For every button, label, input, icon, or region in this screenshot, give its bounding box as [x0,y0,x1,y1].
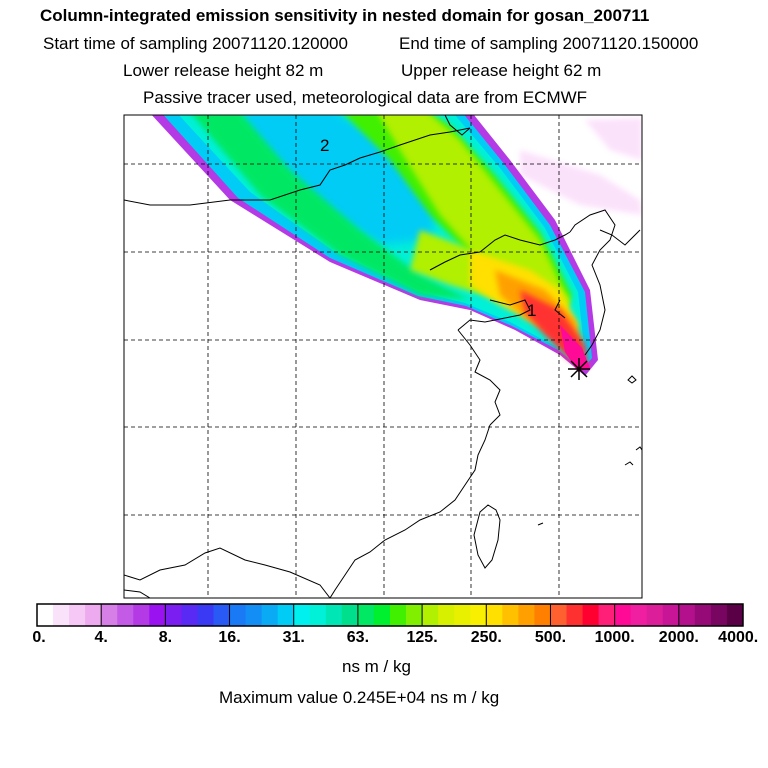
colorbar-tick-label: 2000. [658,629,699,646]
colorbar-unit-label: ns m / kg [342,657,411,676]
colorbar-swatch [614,604,632,626]
upper-release-height-label: Upper release height 62 m [401,61,602,80]
plume-max-core [560,325,590,372]
colorbar-swatch [406,604,423,626]
colorbar-tick-label: 4. [94,629,108,646]
colorbar-swatch [438,604,455,626]
colorbar-swatch [422,604,439,626]
colorbar-tick-label: 4000. [718,629,759,646]
colorbar-swatch [534,604,551,626]
colorbar-swatch [662,604,680,626]
coast-line [329,424,491,598]
colorbar-swatch [390,604,407,626]
colorbar-swatch [293,604,311,626]
colorbar [36,603,744,627]
colorbar-swatch [85,604,102,626]
colorbar-tick-label: 500. [534,629,567,646]
island [635,446,642,451]
korea-coast [569,209,616,356]
colorbar-swatch [678,604,696,626]
colorbar-tick-label: 0. [32,629,46,646]
coast-line [457,299,531,331]
map-label-1: 1 [527,301,536,320]
star-marker [568,358,590,380]
colorbar-swatch [486,604,503,626]
plume-faint-patch [520,150,642,215]
colorbar-tick-label: 125. [406,629,438,646]
colorbar-swatch [245,604,263,626]
plume-field [124,115,642,598]
coastlines [124,115,642,598]
maximum-value-label: Maximum value 0.245E+04 ns m / kg [219,688,500,707]
island [537,522,544,526]
border-line [124,589,151,598]
map-label-2: 2 [320,136,329,155]
colorbar-tick-label: 8. [158,629,173,646]
border-line [429,231,571,271]
figure-title: Column-integrated emission sensitivity i… [40,6,650,25]
colorbar-swatch [646,604,664,626]
colorbar-tick-label: 63. [346,629,370,646]
colorbar-swatch [470,604,487,626]
colorbar-swatch [213,604,230,626]
colorbar-swatch [598,604,616,626]
island [627,375,637,384]
start-time-label: Start time of sampling 20071120.120000 [43,34,348,53]
colorbar-swatch [518,604,535,626]
colorbar-swatch [165,604,182,626]
plume-green-edge [192,115,470,300]
colorbar-swatch [694,604,712,626]
grid [124,115,642,598]
coast-line [457,329,501,426]
lower-release-height-label: Lower release height 82 m [123,61,324,80]
plume-faint-patch [585,118,642,160]
colorbar-swatch [341,604,359,626]
colorbar-swatch [373,604,391,626]
colorbar-tick-label: 1000. [594,629,635,646]
border-line [124,127,471,206]
colorbar-tick-label: 250. [470,629,502,646]
colorbar-tick-label: 31. [282,629,305,646]
colorbar-swatch [454,604,471,626]
colorbar-swatch [181,604,198,626]
colorbar-swatch [566,604,583,626]
colorbar-swatch [133,604,150,626]
border-line [444,115,471,136]
colorbar-swatch [630,604,648,626]
colorbar-swatch [502,604,519,626]
colorbar-swatch [582,604,599,626]
colorbar-swatch [37,604,54,626]
taiwan-coast [473,504,501,569]
colorbar-swatch [550,604,567,626]
colorbar-swatch [197,604,214,626]
border-line [554,299,566,319]
colorbar-tick-label: 16. [218,629,241,646]
colorbar-swatch [261,604,279,626]
colorbar-swatch [101,604,118,626]
map-frame [123,114,643,599]
colorbar-swatch [117,604,134,626]
tracer-info-label: Passive tracer used, meteorological data… [143,88,588,107]
colorbar-swatch [53,604,70,626]
border-line [124,547,331,598]
colorbar-swatch [277,604,295,626]
end-time-label: End time of sampling 20071120.150000 [399,34,699,53]
colorbar-swatch [325,604,343,626]
colorbar-frame [36,603,744,627]
border-line [599,229,641,246]
island [624,461,634,466]
colorbar-swatch [357,604,375,626]
colorbar-swatch [229,604,246,626]
colorbar-swatch [309,604,327,626]
colorbar-swatch [710,604,728,626]
colorbar-swatch [726,604,744,626]
colorbar-swatch [69,604,86,626]
colorbar-swatch [149,604,166,626]
